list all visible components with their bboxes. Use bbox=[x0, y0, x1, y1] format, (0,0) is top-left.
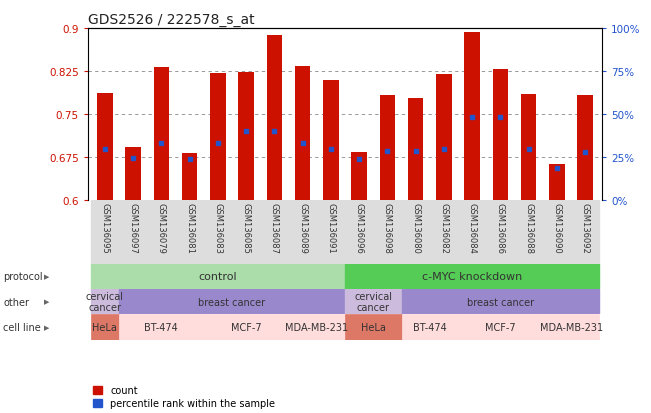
Bar bbox=[90, 264, 345, 289]
Bar bbox=[288, 200, 317, 264]
Bar bbox=[97, 93, 113, 200]
Text: GSM136085: GSM136085 bbox=[242, 202, 251, 253]
Bar bbox=[119, 315, 204, 340]
Bar bbox=[90, 200, 119, 264]
Bar bbox=[464, 33, 480, 200]
Text: c-MYC knockdown: c-MYC knockdown bbox=[422, 272, 522, 282]
Bar bbox=[295, 67, 311, 200]
Bar bbox=[90, 315, 119, 340]
Text: GSM136079: GSM136079 bbox=[157, 202, 166, 253]
Bar bbox=[436, 75, 452, 200]
Text: GSM136088: GSM136088 bbox=[524, 202, 533, 253]
Text: cervical
cancer: cervical cancer bbox=[86, 291, 124, 313]
Text: control: control bbox=[199, 272, 237, 282]
Text: HeLa: HeLa bbox=[361, 323, 386, 332]
Text: GSM136091: GSM136091 bbox=[326, 202, 335, 253]
Bar bbox=[408, 99, 423, 200]
Text: MCF-7: MCF-7 bbox=[231, 323, 262, 332]
Text: ▶: ▶ bbox=[44, 325, 49, 330]
Bar bbox=[514, 200, 543, 264]
Bar bbox=[176, 200, 204, 264]
Bar bbox=[521, 95, 536, 200]
Bar bbox=[402, 315, 458, 340]
Text: GSM136084: GSM136084 bbox=[467, 202, 477, 253]
Bar bbox=[323, 80, 339, 200]
Bar bbox=[373, 200, 402, 264]
Bar bbox=[119, 200, 147, 264]
Text: MDA-MB-231: MDA-MB-231 bbox=[540, 323, 603, 332]
Bar bbox=[345, 200, 373, 264]
Text: breast cancer: breast cancer bbox=[199, 297, 266, 307]
Bar bbox=[549, 164, 564, 200]
Text: other: other bbox=[3, 297, 29, 307]
Text: cell line: cell line bbox=[3, 323, 41, 332]
Bar bbox=[288, 315, 345, 340]
Bar bbox=[147, 200, 176, 264]
Text: ▶: ▶ bbox=[44, 299, 49, 305]
Bar bbox=[126, 147, 141, 200]
Bar bbox=[238, 72, 254, 200]
Bar bbox=[493, 69, 508, 200]
Bar bbox=[345, 315, 402, 340]
Text: GSM136092: GSM136092 bbox=[581, 202, 590, 253]
Text: GSM136095: GSM136095 bbox=[100, 202, 109, 253]
Text: GSM136087: GSM136087 bbox=[270, 202, 279, 253]
Bar bbox=[458, 200, 486, 264]
Text: BT-474: BT-474 bbox=[145, 323, 178, 332]
Bar bbox=[317, 200, 345, 264]
Bar bbox=[345, 264, 600, 289]
Bar bbox=[345, 289, 402, 315]
Bar bbox=[90, 289, 119, 315]
Legend: count, percentile rank within the sample: count, percentile rank within the sample bbox=[92, 385, 275, 408]
Text: GSM136086: GSM136086 bbox=[496, 202, 505, 253]
Text: GDS2526 / 222578_s_at: GDS2526 / 222578_s_at bbox=[88, 12, 255, 26]
Bar bbox=[577, 96, 593, 200]
Bar bbox=[430, 200, 458, 264]
Bar bbox=[232, 200, 260, 264]
Bar bbox=[458, 315, 543, 340]
Bar bbox=[204, 315, 288, 340]
Text: cervical
cancer: cervical cancer bbox=[354, 291, 393, 313]
Bar bbox=[267, 36, 282, 200]
Text: BT-474: BT-474 bbox=[413, 323, 447, 332]
Bar bbox=[182, 154, 197, 200]
Text: GSM136083: GSM136083 bbox=[214, 202, 223, 253]
Bar bbox=[154, 68, 169, 200]
Text: GSM136082: GSM136082 bbox=[439, 202, 449, 253]
Text: GSM136097: GSM136097 bbox=[129, 202, 137, 253]
Bar bbox=[210, 74, 226, 200]
Bar bbox=[402, 200, 430, 264]
Bar bbox=[571, 200, 600, 264]
Bar bbox=[402, 289, 600, 315]
Text: breast cancer: breast cancer bbox=[467, 297, 534, 307]
Text: MDA-MB-231: MDA-MB-231 bbox=[285, 323, 348, 332]
Bar bbox=[204, 200, 232, 264]
Bar bbox=[543, 200, 571, 264]
Bar bbox=[352, 152, 367, 200]
Text: GSM136080: GSM136080 bbox=[411, 202, 420, 253]
Text: protocol: protocol bbox=[3, 272, 43, 282]
Bar bbox=[486, 200, 514, 264]
Bar bbox=[119, 289, 345, 315]
Text: GSM136081: GSM136081 bbox=[185, 202, 194, 253]
Bar bbox=[260, 200, 288, 264]
Bar bbox=[380, 96, 395, 200]
Bar bbox=[543, 315, 600, 340]
Text: GSM136090: GSM136090 bbox=[553, 202, 561, 253]
Text: GSM136096: GSM136096 bbox=[355, 202, 364, 253]
Text: HeLa: HeLa bbox=[92, 323, 117, 332]
Text: GSM136098: GSM136098 bbox=[383, 202, 392, 253]
Text: ▶: ▶ bbox=[44, 274, 49, 280]
Text: MCF-7: MCF-7 bbox=[485, 323, 516, 332]
Text: GSM136089: GSM136089 bbox=[298, 202, 307, 253]
